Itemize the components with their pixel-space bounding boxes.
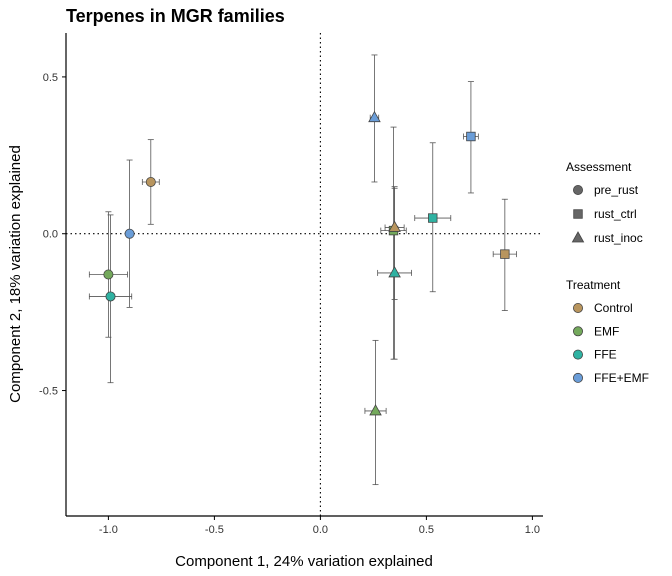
plot-area (66, 33, 543, 516)
x-tick-label: 0.5 (419, 524, 434, 536)
legend-assessment-items: pre_rust rust_ctrl rust_inoc (571, 183, 643, 245)
data-point-rust-inoc-emf (369, 404, 382, 416)
y-axis-title: Component 2, 18% variation explained (7, 145, 24, 403)
legend-label: FFE+EMF (594, 371, 649, 385)
x-tick-label: 1.0 (525, 524, 540, 536)
data-point-rust-ctrl-ffe (428, 213, 438, 223)
legend-label: pre_rust (594, 183, 639, 197)
legend-item-ffe-emf: FFE+EMF (573, 371, 649, 385)
chart-title: Terpenes in MGR families (66, 6, 285, 26)
legend-treatment-title: Treatment (566, 278, 621, 292)
data-point-pre-rust-emf (103, 269, 114, 280)
data-points (103, 110, 510, 416)
legend-label: Control (594, 301, 633, 315)
legend-swatch (573, 184, 584, 195)
x-tick-label: -1.0 (99, 524, 118, 536)
legend-label: EMF (594, 324, 619, 338)
legend-treatment-items: Control EMF FFE FFE+EMF (573, 301, 649, 385)
error-bars (88, 54, 517, 486)
data-point-rust-inoc-ffe (388, 266, 401, 278)
data-point-pre-rust-ffe (105, 291, 116, 302)
legend-label: rust_inoc (594, 231, 643, 245)
legend-swatch (573, 326, 584, 337)
error-bar (380, 126, 407, 360)
legend-item-rust-inoc: rust_inoc (571, 231, 643, 245)
legend-swatch (573, 372, 584, 383)
y-tick-label: 0.5 (43, 72, 58, 84)
legend-label: FFE (594, 348, 617, 362)
data-point-pre-rust-control (145, 176, 156, 187)
data-point-rust-inoc-ffe-emf (368, 110, 381, 123)
legend-item-pre-rust: pre_rust (573, 183, 639, 197)
y-axis-ticks: -0.5 0.0 0.5 (39, 72, 66, 398)
legend-item-ffe: FFE (573, 348, 617, 362)
data-point-rust-ctrl-ffe-emf (466, 131, 476, 142)
legend-label: rust_ctrl (594, 207, 637, 221)
legend-item-rust-ctrl: rust_ctrl (573, 207, 637, 221)
legend-assessment-title: Assessment (566, 160, 632, 174)
x-axis-title: Component 1, 24% variation explained (175, 553, 433, 570)
data-point-pre-rust-ffe-emf (124, 228, 135, 239)
legend-item-control: Control (573, 301, 633, 315)
legend-swatch (573, 209, 583, 219)
y-tick-label: -0.5 (39, 386, 58, 398)
x-tick-label: 0.0 (313, 524, 328, 536)
legend-swatch (573, 349, 584, 360)
legend: Assessment pre_rust rust_ctrl rust_inoc Tr… (566, 160, 649, 385)
legend-swatch (571, 231, 585, 243)
legend-item-emf: EMF (573, 324, 619, 338)
y-tick-label: 0.0 (43, 229, 58, 241)
data-point-rust-inoc-control (388, 220, 401, 232)
data-point-rust-ctrl-control (500, 249, 510, 259)
x-axis-ticks: -1.0 -0.5 0.0 0.5 1.0 (99, 516, 540, 536)
legend-swatch (573, 302, 584, 313)
reference-lines (66, 33, 543, 516)
x-tick-label: -0.5 (205, 524, 224, 536)
